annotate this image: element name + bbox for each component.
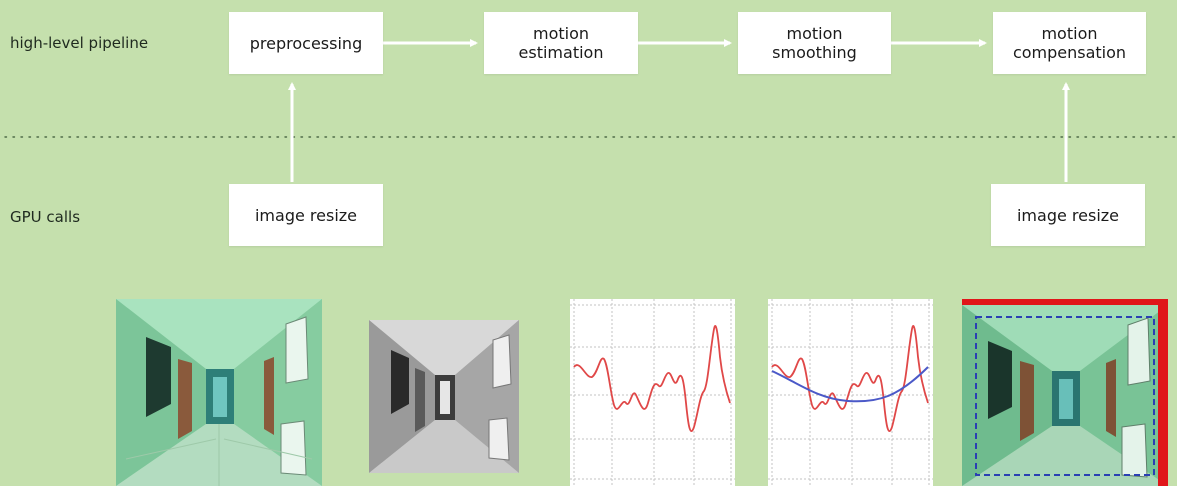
frame-border-right <box>1158 299 1168 486</box>
lane-label-gpu: GPU calls <box>10 208 81 226</box>
frame-border-top <box>962 299 1168 305</box>
raw-motion-series <box>771 325 929 433</box>
stage-motion-estimation[interactable]: motion estimation <box>484 12 638 74</box>
stage-motion-smoothing-label: motion smoothing <box>772 24 857 62</box>
gpu-call-label: image resize <box>254 205 357 225</box>
thumbnail-compensated-frame <box>962 299 1168 486</box>
crop-box <box>975 316 1155 476</box>
stage-motion-estimation-label: motion estimation <box>518 24 604 62</box>
raw-motion-series <box>573 325 731 433</box>
corridor-photo-grayscale <box>369 320 519 473</box>
raw-motion-plot <box>570 299 735 486</box>
stage-motion-smoothing[interactable]: motion smoothing <box>738 12 891 74</box>
stage-motion-compensation-label: motion compensation <box>1012 24 1127 62</box>
corridor-photo-compensated <box>962 299 1168 486</box>
gpu-call-label: image resize <box>1016 205 1119 225</box>
corridor-photo-color <box>116 299 322 486</box>
stage-motion-compensation[interactable]: motion compensation <box>993 12 1146 74</box>
thumbnail-raw-motion-plot <box>570 299 735 486</box>
gpu-call-image-resize-1[interactable]: image resize <box>229 184 383 246</box>
stage-preprocessing[interactable]: preprocessing <box>229 12 383 74</box>
thumbnail-grayscale-frame <box>369 320 519 473</box>
thumbnail-smoothed-motion-plot <box>768 299 933 486</box>
thumbnail-color-frame <box>116 299 322 486</box>
stage-preprocessing-label: preprocessing <box>249 33 363 53</box>
smoothed-motion-plot <box>768 299 933 486</box>
lane-label-pipeline: high-level pipeline <box>10 34 149 52</box>
gpu-call-image-resize-2[interactable]: image resize <box>991 184 1145 246</box>
smoothed-motion-series <box>771 366 929 403</box>
